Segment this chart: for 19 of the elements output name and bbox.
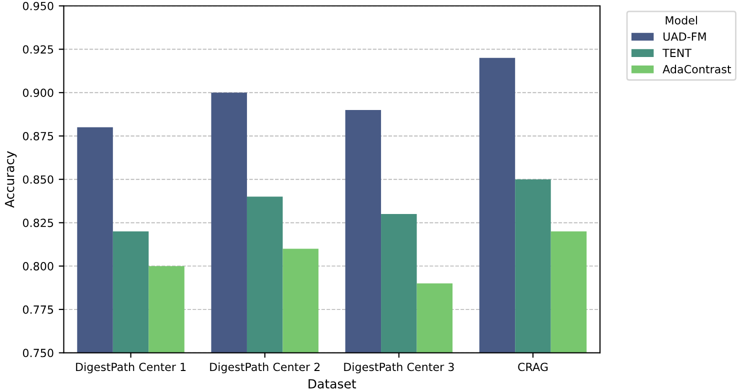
legend-label: TENT (662, 48, 692, 57)
y-tick-label: 0.825 (22, 218, 54, 228)
y-axis-title: Accuracy (4, 151, 17, 208)
legend-label: UAD-FM (664, 32, 706, 41)
x-tick-label: DigestPath Center 1 (76, 362, 186, 374)
legend-label: AdaContrast (662, 64, 732, 74)
x-axis-title: Dataset (308, 379, 356, 389)
x-tick-label: DigestPath Center 2 (210, 362, 320, 374)
y-tick-label: 0.950 (22, 2, 54, 10)
y-tick-label: 0.850 (22, 175, 54, 184)
y-tick-label: 0.775 (22, 305, 54, 314)
y-tick-label: 0.925 (22, 45, 54, 54)
y-tick-label: 0.800 (22, 262, 54, 270)
x-tick-label: CRAG (518, 362, 548, 372)
y-tick-label: 0.750 (22, 348, 54, 358)
y-tick-label: 0.900 (22, 88, 54, 97)
x-tick-label: DigestPath Center 3 (344, 362, 454, 374)
legend-title: Model (666, 16, 698, 24)
y-tick-label: 0.875 (22, 132, 54, 140)
